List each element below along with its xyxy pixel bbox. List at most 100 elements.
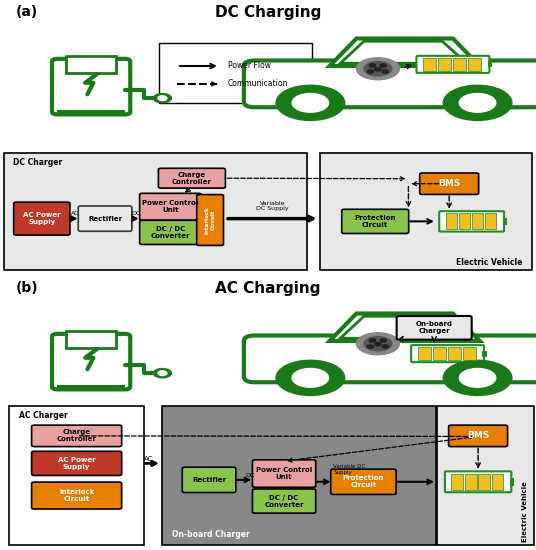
FancyBboxPatch shape [159, 168, 225, 188]
Bar [418, 348, 431, 360]
Text: Rectifier: Rectifier [192, 477, 226, 483]
Circle shape [364, 62, 392, 76]
Bar [57, 385, 125, 388]
Circle shape [292, 368, 329, 387]
Text: DC / DC
Converter: DC / DC Converter [264, 494, 304, 508]
Text: AC: AC [71, 211, 80, 217]
Text: Communication: Communication [228, 79, 288, 89]
Circle shape [364, 337, 392, 351]
Circle shape [443, 360, 512, 395]
Bar [57, 110, 125, 114]
FancyBboxPatch shape [32, 482, 122, 509]
Bar [451, 474, 463, 490]
Polygon shape [340, 41, 467, 63]
Text: DC: DC [132, 211, 141, 217]
Circle shape [459, 94, 496, 112]
FancyBboxPatch shape [331, 469, 396, 494]
FancyBboxPatch shape [139, 220, 202, 244]
Text: Electric Vehicle: Electric Vehicle [456, 258, 523, 267]
FancyBboxPatch shape [416, 56, 489, 73]
Bar [485, 213, 496, 229]
Text: BMS: BMS [438, 179, 460, 188]
Text: Charge
Controller: Charge Controller [57, 430, 96, 442]
Text: Power Flow: Power Flow [228, 62, 271, 70]
Text: Interlock
Circuit: Interlock Circuit [59, 489, 94, 502]
Text: DC Charging: DC Charging [215, 6, 321, 20]
Bar [438, 58, 451, 71]
Text: Variable DC
Supply: Variable DC Supply [333, 464, 366, 475]
Text: AC Charger: AC Charger [19, 411, 68, 420]
FancyBboxPatch shape [252, 489, 316, 513]
Circle shape [380, 339, 386, 342]
FancyBboxPatch shape [449, 425, 508, 447]
FancyBboxPatch shape [66, 331, 116, 348]
FancyBboxPatch shape [445, 471, 511, 492]
Bar [488, 61, 492, 68]
Text: AC: AC [144, 456, 154, 462]
FancyBboxPatch shape [420, 173, 479, 194]
Text: DC / DC
Converter: DC / DC Converter [151, 226, 190, 239]
Circle shape [380, 64, 386, 67]
Text: DC Charger: DC Charger [13, 158, 63, 167]
Bar [468, 58, 481, 71]
Bar [503, 218, 507, 225]
Bar [453, 58, 466, 71]
Bar [423, 58, 436, 71]
Bar [465, 474, 477, 490]
FancyBboxPatch shape [397, 316, 472, 339]
Bar [463, 348, 476, 360]
Circle shape [158, 96, 167, 101]
FancyBboxPatch shape [244, 336, 536, 382]
Text: Protection
Circuit: Protection Circuit [354, 215, 396, 228]
FancyBboxPatch shape [4, 153, 307, 270]
Bar [510, 478, 514, 486]
Circle shape [153, 368, 172, 378]
FancyBboxPatch shape [139, 194, 202, 220]
Bar [448, 348, 461, 360]
Circle shape [369, 339, 376, 342]
Circle shape [443, 85, 512, 120]
Text: (a): (a) [16, 6, 39, 19]
FancyBboxPatch shape [411, 345, 484, 362]
Circle shape [356, 333, 399, 355]
Circle shape [375, 68, 381, 71]
FancyBboxPatch shape [52, 59, 130, 114]
FancyBboxPatch shape [78, 206, 132, 231]
FancyBboxPatch shape [9, 406, 144, 546]
Text: Interlock
Circuit: Interlock Circuit [205, 206, 215, 234]
Polygon shape [330, 39, 480, 66]
FancyBboxPatch shape [252, 460, 316, 487]
Circle shape [276, 85, 345, 120]
Circle shape [367, 70, 374, 73]
Circle shape [382, 345, 389, 348]
Circle shape [153, 94, 172, 103]
Text: Variable
DC Supply: Variable DC Supply [256, 201, 288, 211]
Text: AC Power
Supply: AC Power Supply [58, 457, 95, 470]
FancyBboxPatch shape [182, 468, 236, 493]
Bar [433, 348, 446, 360]
Circle shape [292, 94, 329, 112]
FancyBboxPatch shape [66, 57, 116, 73]
FancyBboxPatch shape [440, 211, 504, 232]
FancyBboxPatch shape [197, 195, 224, 245]
Bar [446, 213, 457, 229]
FancyBboxPatch shape [14, 202, 70, 235]
Bar [492, 474, 503, 490]
Text: On-board
Charger: On-board Charger [415, 321, 453, 334]
Polygon shape [330, 314, 480, 341]
Text: BMS: BMS [467, 431, 489, 441]
Text: Protection
Circuit: Protection Circuit [343, 475, 384, 488]
Bar [478, 474, 490, 490]
FancyBboxPatch shape [320, 153, 532, 270]
Text: Power Control
Unit: Power Control Unit [143, 200, 198, 213]
Circle shape [158, 371, 167, 376]
FancyBboxPatch shape [32, 451, 122, 475]
Circle shape [356, 58, 399, 80]
FancyBboxPatch shape [52, 334, 130, 389]
Circle shape [367, 345, 374, 348]
Text: AC Power
Supply: AC Power Supply [23, 212, 61, 225]
Bar [482, 350, 487, 357]
FancyBboxPatch shape [342, 209, 408, 233]
FancyBboxPatch shape [437, 406, 534, 546]
FancyBboxPatch shape [159, 43, 312, 102]
